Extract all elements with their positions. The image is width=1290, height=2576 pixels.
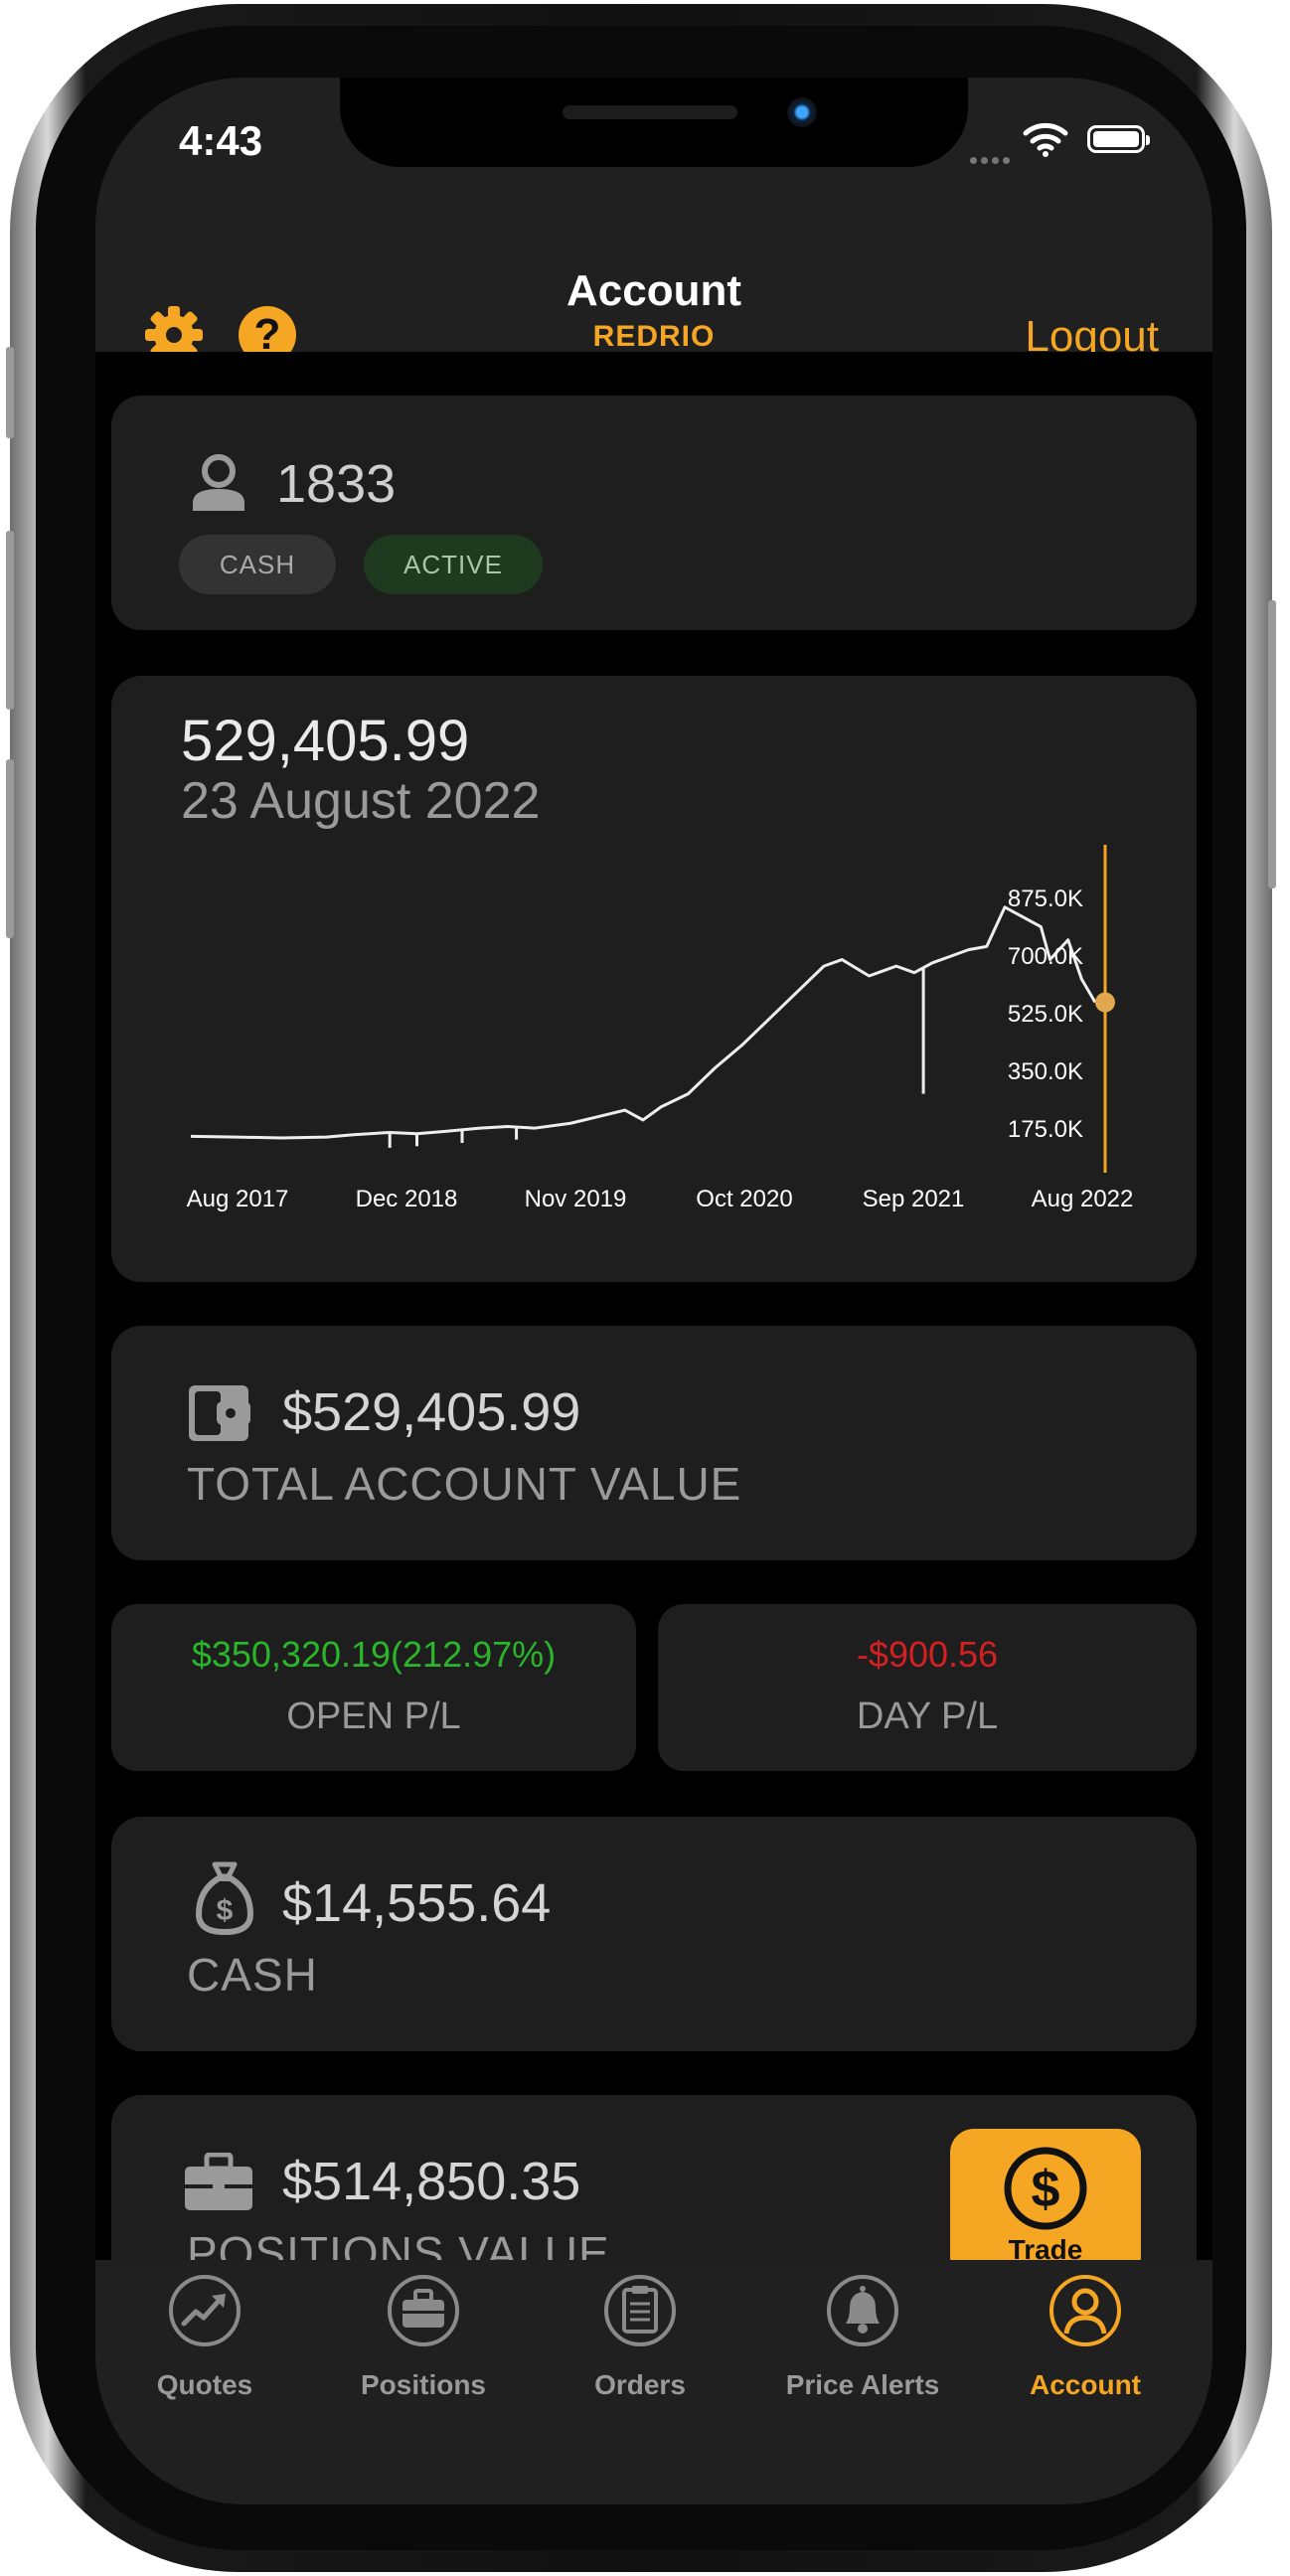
svg-text:$: $ (1032, 2161, 1060, 2218)
briefcase-icon (388, 2275, 459, 2346)
x-tick-label: Nov 2019 (525, 1186, 627, 1212)
svg-text:$: $ (217, 1894, 234, 1927)
briefcase-icon (185, 2153, 252, 2210)
tab-orders-label: Orders (594, 2369, 686, 2400)
mute-switch (6, 347, 14, 438)
positions-label: POSITIONS VALUE (187, 2227, 610, 2260)
screen: 4:43 (95, 78, 1212, 2504)
y-tick-label: 175.0K (1008, 1116, 1083, 1143)
day-pl-card: -$900.56 DAY P/L (658, 1604, 1197, 1771)
chart-card: 529,405.99 23 August 2022 875.0K 700.0K 52… (111, 676, 1197, 1282)
tab-positions-label: Positions (360, 2369, 486, 2400)
tab-bar: Quotes Positions (95, 2260, 1212, 2504)
page-subtitle: REDRIO (592, 320, 716, 353)
account-content: 1833 CASH ACTIVE 529,405.99 23 August 20… (95, 352, 1212, 2260)
volume-down-button (6, 759, 14, 938)
status-time: 4:43 (179, 117, 263, 164)
positions-card: $514,850.35 POSITIONS VALUE $ Trade (111, 2095, 1197, 2260)
tab-orders[interactable]: Orders (529, 2274, 751, 2433)
power-button (1268, 600, 1276, 888)
positions-amount: $514,850.35 (282, 2152, 581, 2211)
chart-series-line (190, 905, 1097, 1140)
total-value-card: $529,405.99 TOTAL ACCOUNT VALUE (111, 1326, 1197, 1560)
user-icon (193, 454, 244, 511)
x-tick-label: Aug 2022 (1032, 1186, 1134, 1212)
y-tick-label: 875.0K (1008, 886, 1083, 912)
battery-icon (1087, 125, 1150, 153)
wallet-icon (189, 1385, 250, 1441)
cash-amount: $14,555.64 (282, 1873, 552, 1933)
cash-card: $ $14,555.64 CASH (111, 1817, 1197, 2051)
y-tick-label: 350.0K (1008, 1058, 1083, 1085)
notch (340, 78, 968, 167)
open-pl-label: OPEN P/L (286, 1695, 461, 1737)
chart-date: 23 August 2022 (181, 772, 541, 830)
account-card: 1833 CASH ACTIVE (111, 396, 1197, 630)
y-tick-label: 525.0K (1008, 1001, 1083, 1028)
cash-label: CASH (187, 1949, 318, 2001)
dollar-icon: $ (1004, 2147, 1087, 2230)
tab-account-label: Account (1030, 2369, 1141, 2400)
x-tick-label: Aug 2017 (187, 1186, 289, 1212)
x-tick-label: Sep 2021 (863, 1186, 965, 1212)
account-status-badge: ACTIVE (364, 535, 543, 594)
speaker (563, 105, 737, 119)
trend-up-icon (169, 2275, 241, 2346)
day-pl-label: DAY P/L (856, 1695, 999, 1737)
tab-positions[interactable]: Positions (312, 2274, 535, 2433)
money-bag-icon: $ (195, 1861, 254, 1936)
total-value-label: TOTAL ACCOUNT VALUE (187, 1458, 742, 1510)
account-type-badge: CASH (179, 535, 336, 594)
day-pl-value: -$900.56 (856, 1634, 999, 1675)
tab-price-alerts[interactable]: Price Alerts (751, 2274, 974, 2433)
wifi-icon (1023, 122, 1068, 157)
navigation-bar: ? Account REDRIO Logout (95, 217, 1212, 364)
total-value-amount: $529,405.99 (282, 1382, 581, 1442)
trade-button-label: Trade (1008, 2234, 1083, 2260)
bell-icon (827, 2275, 898, 2346)
x-tick-label: Dec 2018 (356, 1186, 458, 1212)
account-value-chart[interactable]: 875.0K 700.0K 525.0K 350.0K 175.0K Aug 2017 D… (111, 676, 1197, 1282)
account-number: 1833 (276, 454, 397, 514)
chart-value: 529,405.99 (181, 709, 470, 773)
trade-button[interactable]: $ Trade (950, 2129, 1141, 2260)
clipboard-icon (604, 2275, 676, 2346)
volume-up-button (6, 531, 14, 710)
front-camera (787, 97, 817, 127)
y-tick-label: 700.0K (1008, 943, 1083, 970)
tab-quotes[interactable]: Quotes (95, 2274, 316, 2433)
page-title: Account (566, 266, 741, 315)
open-pl-card: $350,320.19(212.97%) OPEN P/L (111, 1604, 636, 1771)
tab-quotes-label: Quotes (156, 2369, 253, 2400)
person-icon (1049, 2275, 1121, 2346)
phone-frame: 4:43 (6, 4, 1276, 2572)
x-tick-label: Oct 2020 (696, 1186, 792, 1212)
open-pl-value: $350,320.19(212.97%) (191, 1634, 557, 1675)
tab-account[interactable]: Account (974, 2274, 1197, 2433)
cellular-signal-icon (970, 151, 1014, 169)
tab-price-alerts-label: Price Alerts (785, 2369, 940, 2400)
chart-current-marker (1095, 992, 1115, 1013)
